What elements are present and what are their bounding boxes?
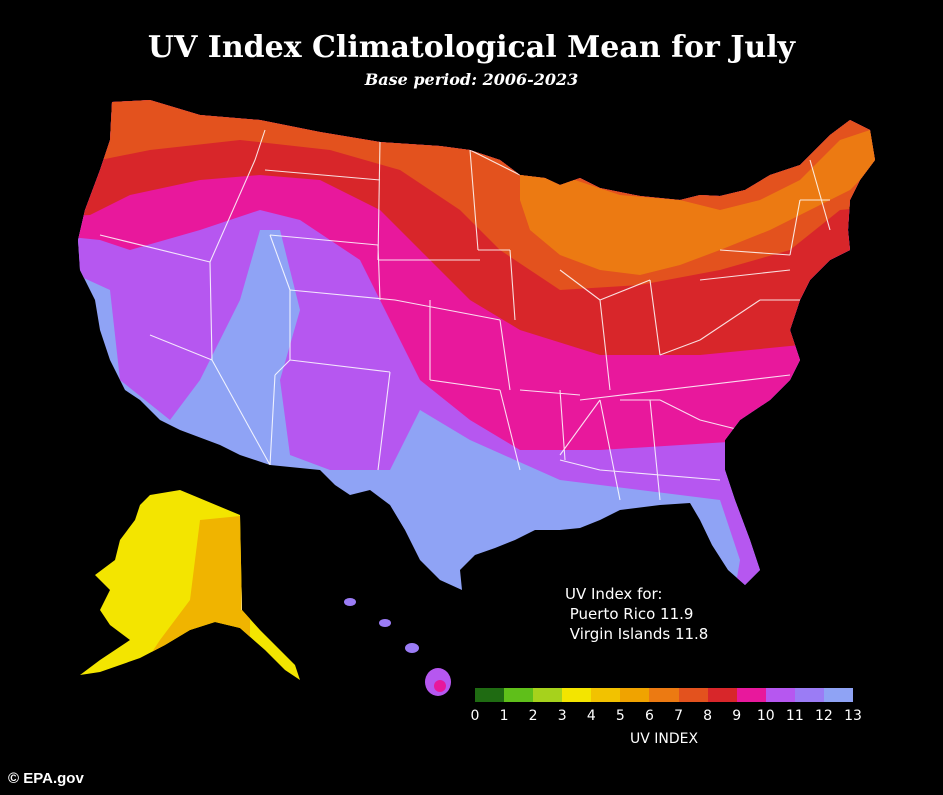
alaska-zone-yellow	[80, 490, 300, 680]
source-credit: © EPA.gov	[8, 770, 84, 787]
legend-tick-9: 9	[732, 708, 742, 724]
legend-swatch-4	[591, 688, 621, 702]
legend-swatch-8	[707, 688, 737, 702]
legend-swatch-0	[475, 688, 505, 702]
legend-tick-10: 10	[756, 708, 775, 724]
legend-swatch-3	[562, 688, 592, 702]
legend-tick-8: 8	[703, 708, 713, 724]
territory-note-virgin-islands: Virgin Islands 11.8	[565, 625, 709, 643]
legend-tick-6: 6	[644, 708, 654, 724]
hawaii-island-oahu	[379, 619, 391, 627]
state-lines	[99, 129, 831, 501]
legend-tick-1: 1	[499, 708, 509, 724]
territory-note-heading: UV Index for:	[565, 585, 663, 603]
hawaii-map	[344, 598, 451, 696]
legend-tick-3: 3	[557, 708, 567, 724]
territory-uv-note: UV Index for: Puerto Rico 11.9 Virgin Is…	[565, 584, 708, 644]
legend-tick-13: 13	[844, 708, 862, 724]
legend-tick-12: 12	[815, 708, 833, 724]
hawaii-island-maui	[405, 643, 419, 653]
legend-tick-2: 2	[528, 708, 538, 724]
legend-swatch-10	[765, 688, 795, 702]
legend-swatch-7	[678, 688, 708, 702]
legend-swatch-1	[504, 688, 534, 702]
legend-swatch-12	[823, 688, 854, 702]
legend-tick-11: 11	[785, 708, 804, 724]
legend-tick-5: 5	[615, 708, 625, 724]
hawaii-island-big-center	[434, 680, 446, 692]
territory-note-puerto-rico: Puerto Rico 11.9	[565, 605, 694, 623]
uv-legend-title: UV INDEX	[629, 731, 699, 747]
legend-swatch-6	[649, 688, 679, 702]
legend-tick-4: 4	[586, 708, 596, 724]
uv-legend-ticks: 0 1 2 3 4 5 6 7 8 9 10 11 12 13	[461, 708, 867, 726]
legend-tick-0: 0	[470, 708, 480, 724]
zone-orange	[520, 130, 875, 275]
legend-swatch-2	[533, 688, 563, 702]
alaska-map	[80, 490, 300, 680]
legend-swatch-9	[736, 688, 766, 702]
legend-swatch-11	[794, 688, 824, 702]
legend-swatch-5	[620, 688, 650, 702]
uv-legend-bar	[475, 688, 854, 702]
legend-tick-7: 7	[674, 708, 683, 724]
map-title: UV Index Climatological Mean for July	[147, 30, 796, 65]
hawaii-island-kauai	[344, 598, 356, 606]
map-subtitle: Base period: 2006-2023	[364, 70, 579, 89]
